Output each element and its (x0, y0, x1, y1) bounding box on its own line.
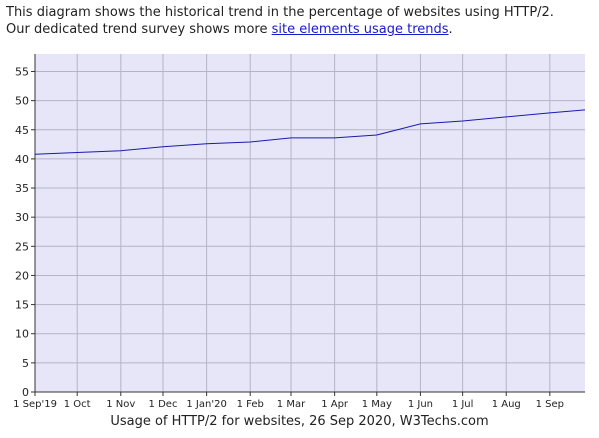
y-tick-label: 5 (22, 357, 29, 370)
intro-text: This diagram shows the historical trend … (6, 4, 596, 38)
http2-usage-line (34, 109, 586, 155)
intro-line-2-prefix: Our dedicated trend survey shows more (6, 22, 272, 37)
y-tick-label: 50 (15, 95, 29, 108)
x-tick-label: 1 Jan'20 (186, 399, 226, 410)
x-tick-label: 1 Oct (64, 399, 91, 410)
y-tick-label: 25 (15, 240, 29, 253)
x-tick-label: 1 Apr (321, 399, 349, 410)
intro-line-1: This diagram shows the historical trend … (6, 5, 554, 20)
x-tick-label: 1 Jul (452, 399, 474, 410)
y-tick-label: 40 (15, 153, 29, 166)
y-tick-label: 55 (15, 65, 29, 78)
y-tick-label: 35 (15, 182, 29, 195)
plot-area (35, 54, 585, 392)
y-tick-label: 0 (22, 386, 29, 399)
chart-caption: Usage of HTTP/2 for websites, 26 Sep 202… (110, 414, 489, 429)
intro-line-2: Our dedicated trend survey shows more si… (6, 21, 596, 38)
x-tick-label: 1 Dec (149, 399, 178, 410)
x-tick-label: 1 May (362, 399, 392, 410)
y-tick-label: 30 (15, 211, 29, 224)
y-tick-label: 10 (15, 328, 29, 341)
y-tick-label: 45 (15, 124, 29, 137)
x-tick-label: 1 Jun (408, 399, 433, 410)
http2-trend-chart: 0 5 10 15 20 25 30 35 40 45 50 55 1 Sep'19 1 Oct 1 Nov… (13, 54, 586, 410)
site-elements-trends-link[interactable]: site elements usage trends (271, 22, 449, 37)
x-tick-label: 1 Aug (492, 399, 521, 410)
x-tick-label: 1 Sep'19 (13, 399, 57, 410)
x-tick-label: 1 Mar (277, 399, 306, 410)
y-tick-label: 20 (15, 269, 29, 282)
y-tick-label: 15 (15, 299, 29, 312)
x-tick-label: 1 Feb (237, 399, 264, 410)
x-tick-label: 1 Nov (106, 399, 135, 410)
x-tick-label: 1 Sep (536, 399, 564, 410)
intro-line-2-suffix: . (448, 22, 453, 37)
